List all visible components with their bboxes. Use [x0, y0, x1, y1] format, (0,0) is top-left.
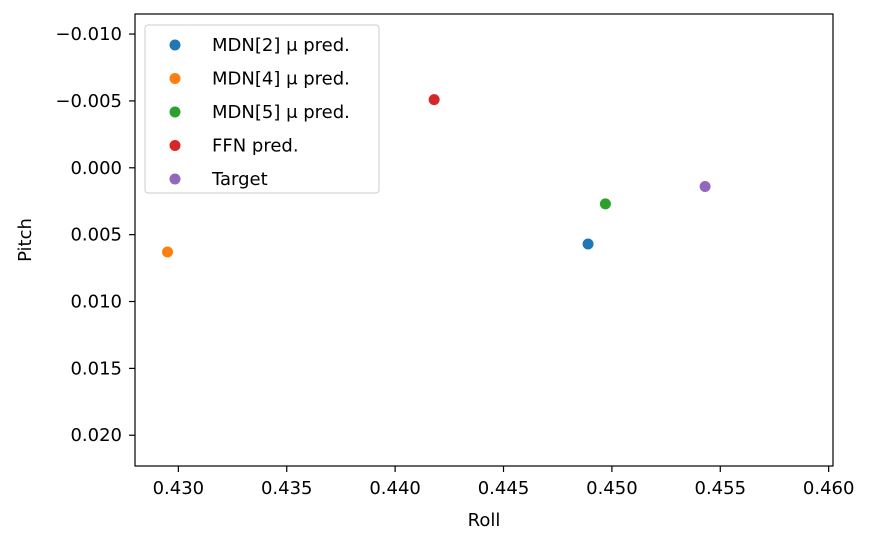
x-tick-label: 0.455: [695, 478, 747, 499]
legend-label: MDN[2] μ pred.: [212, 35, 350, 56]
x-tick-label: 0.460: [803, 478, 855, 499]
data-point: [162, 246, 174, 258]
data-point: [599, 198, 611, 210]
x-axis-ticks: 0.430 0.435 0.440 0.445 0.450 0.455 0.460: [153, 466, 855, 499]
legend-label: MDN[4] μ pred.: [212, 69, 350, 90]
legend-label: Target: [211, 169, 268, 190]
y-tick-label: −0.010: [55, 24, 122, 45]
y-axis-label: Pitch: [15, 218, 36, 262]
y-tick-label: −0.005: [55, 91, 122, 112]
data-point: [428, 94, 440, 106]
y-tick-label: 0.015: [70, 358, 122, 379]
legend-marker: [169, 173, 181, 185]
y-tick-label: 0.005: [70, 225, 122, 246]
legend-label: MDN[5] μ pred.: [212, 102, 350, 123]
y-tick-label: 0.000: [70, 158, 122, 179]
data-point: [699, 181, 711, 193]
legend-box: [144, 24, 380, 194]
x-tick-label: 0.430: [153, 478, 205, 499]
data-points: [162, 94, 711, 258]
x-tick-label: 0.435: [261, 478, 313, 499]
x-axis-label: Roll: [468, 510, 501, 531]
legend-marker: [169, 73, 181, 84]
y-tick-label: 0.020: [70, 425, 122, 446]
x-tick-label: 0.445: [478, 478, 530, 499]
legend-marker: [169, 106, 181, 118]
legend-marker: [169, 39, 181, 51]
data-point: [582, 238, 594, 250]
x-tick-label: 0.450: [586, 478, 638, 499]
y-tick-label: 0.010: [70, 292, 122, 313]
y-axis-ticks: −0.010 −0.005 0.000 0.005 0.010 0.015 0.020: [55, 24, 135, 446]
legend-marker: [169, 140, 181, 151]
legend: MDN[2] μ pred. MDN[4] μ pred. MDN[5] μ pre…: [144, 24, 380, 194]
legend-label: FFN pred.: [212, 136, 299, 157]
x-tick-label: 0.440: [369, 478, 421, 499]
